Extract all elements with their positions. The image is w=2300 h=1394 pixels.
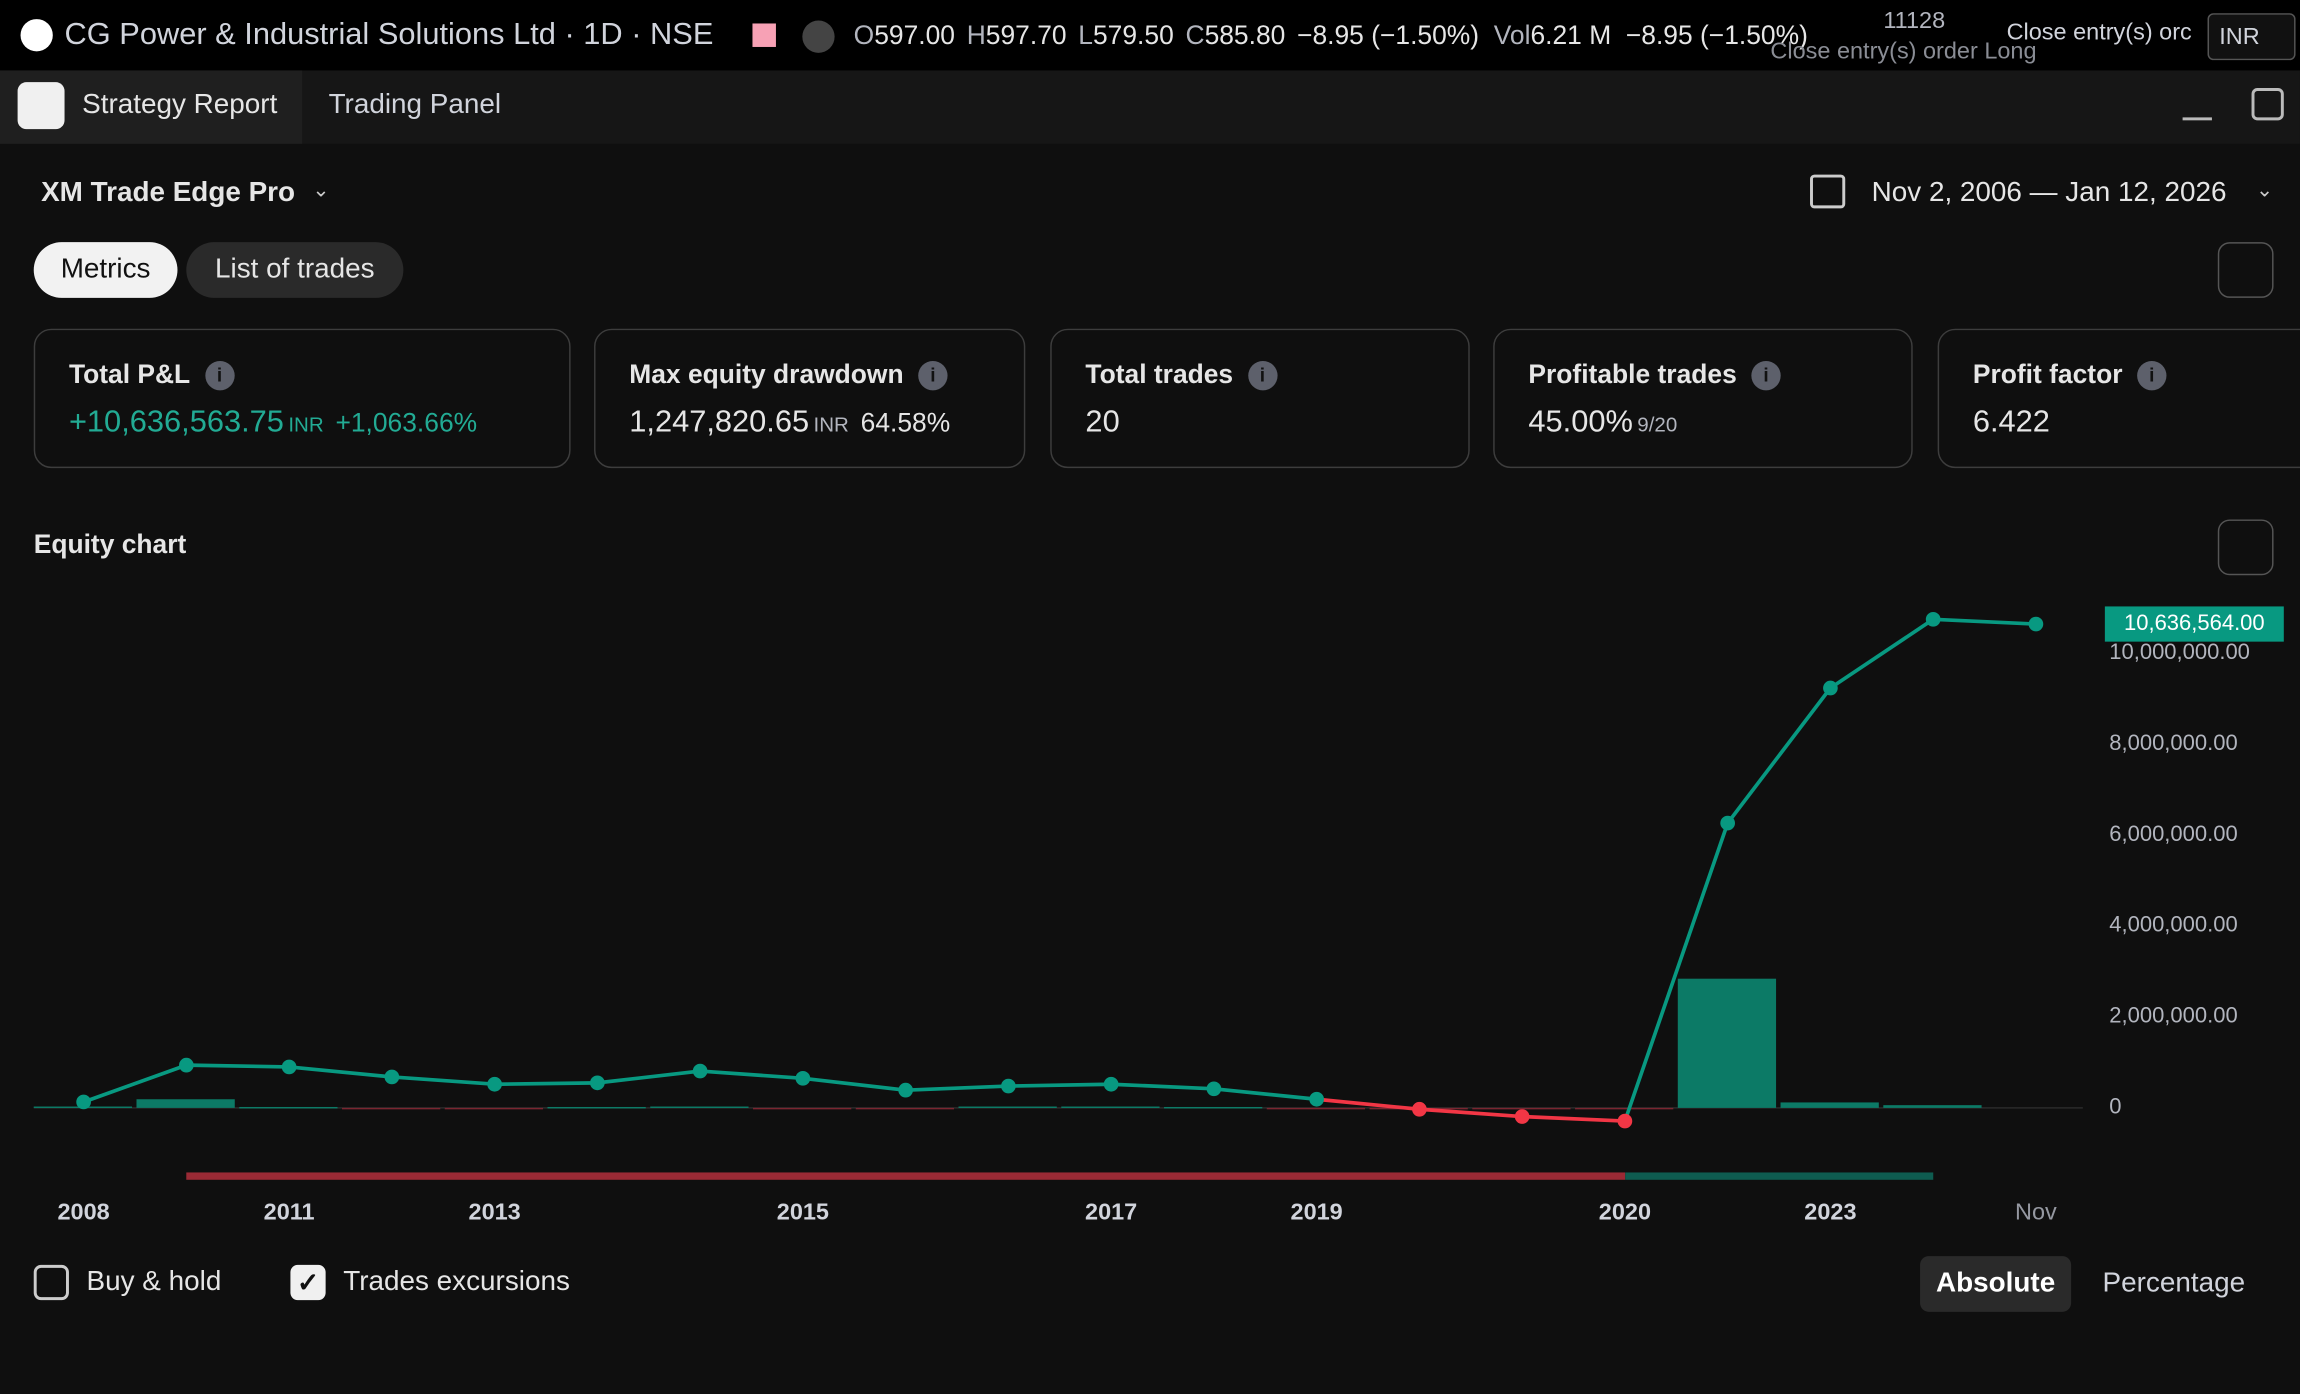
excursion-bar — [1678, 979, 1776, 1108]
y-tick-label: 6,000,000.00 — [2109, 821, 2237, 846]
x-tick-label: 2023 — [1804, 1199, 1856, 1225]
equity-segment — [1522, 1117, 1625, 1122]
winning-period-bar — [1625, 1172, 1933, 1179]
x-tick-label: 2019 — [1291, 1199, 1343, 1225]
checkbox[interactable]: ✓ — [290, 1265, 325, 1300]
y-tick-label: 10,000,000.00 — [2109, 639, 2250, 664]
equity-point — [1412, 1102, 1427, 1117]
equity-point — [282, 1060, 297, 1075]
equity-segment — [803, 1078, 906, 1090]
equity-point — [1823, 681, 1838, 696]
excursion-bar — [650, 1107, 748, 1108]
equity-segment — [906, 1086, 1009, 1090]
equity-point — [1001, 1079, 1016, 1094]
equity-segment — [289, 1067, 392, 1077]
equity-segment — [186, 1065, 289, 1067]
equity-point — [1309, 1092, 1324, 1107]
losing-period-bar — [186, 1172, 1625, 1179]
x-tick-label: 2011 — [264, 1199, 315, 1225]
y-tick-label: 2,000,000.00 — [2109, 1003, 2237, 1028]
excursion-bar — [1472, 1108, 1570, 1109]
excursion-bar — [959, 1107, 1057, 1108]
x-tick-label: 2015 — [777, 1199, 829, 1225]
excursion-bar — [1061, 1107, 1159, 1108]
equity-point — [1618, 1114, 1633, 1129]
equity-segment — [495, 1083, 598, 1084]
excursion-bar — [445, 1108, 543, 1109]
equity-segment — [1728, 688, 1831, 823]
equity-point — [385, 1070, 400, 1085]
equity-segment — [1830, 619, 1933, 688]
excursion-bar — [1883, 1105, 1981, 1108]
x-tick-label: 2013 — [469, 1199, 521, 1225]
excursion-bar — [1267, 1108, 1365, 1109]
equity-point — [590, 1076, 605, 1091]
excursion-bar — [1575, 1108, 1673, 1109]
y-tick-label: 0 — [2109, 1094, 2121, 1119]
equity-point — [1720, 816, 1735, 831]
excursion-bar — [753, 1108, 851, 1109]
last-value-label: 10,636,564.00 — [2124, 610, 2265, 635]
equity-point — [76, 1095, 91, 1110]
checkbox-label: Trades excursions — [343, 1266, 570, 1298]
y-tick-label: 4,000,000.00 — [2109, 912, 2237, 937]
mode-toggle[interactable]: Percentage — [2080, 1256, 2268, 1312]
equity-point — [1926, 612, 1941, 627]
x-tick-label: 2020 — [1599, 1199, 1651, 1225]
equity-segment — [700, 1071, 803, 1078]
excursion-bar — [856, 1108, 954, 1109]
checkbox[interactable] — [34, 1265, 69, 1300]
equity-point — [1104, 1077, 1119, 1092]
equity-point — [2029, 617, 2044, 632]
equity-point — [898, 1083, 913, 1098]
mode-toggle[interactable]: Absolute — [1920, 1256, 2071, 1312]
equity-segment — [1214, 1089, 1317, 1099]
equity-point — [693, 1064, 708, 1079]
equity-point — [1207, 1081, 1222, 1096]
equity-segment — [84, 1065, 187, 1102]
excursion-bar — [1164, 1107, 1262, 1108]
excursion-bar — [548, 1107, 646, 1108]
equity-point — [487, 1077, 502, 1092]
equity-point — [1515, 1109, 1530, 1124]
equity-point — [796, 1071, 811, 1086]
checkbox-label: Buy & hold — [87, 1266, 222, 1298]
equity-segment — [1419, 1109, 1522, 1116]
equity-segment — [1933, 619, 2036, 624]
equity-segment — [597, 1071, 700, 1083]
equity-segment — [392, 1077, 495, 1084]
x-tick-label: 2008 — [58, 1199, 110, 1225]
excursion-bar — [136, 1099, 234, 1108]
excursion-bar — [239, 1107, 337, 1108]
x-tick-label: 2017 — [1085, 1199, 1137, 1225]
excursion-bar — [342, 1108, 440, 1109]
x-tick-label: Nov — [2015, 1199, 2057, 1225]
excursion-bar — [1781, 1102, 1879, 1107]
y-tick-label: 8,000,000.00 — [2109, 730, 2237, 755]
equity-segment — [1008, 1084, 1111, 1086]
equity-point — [179, 1058, 194, 1073]
equity-segment — [1111, 1084, 1214, 1089]
